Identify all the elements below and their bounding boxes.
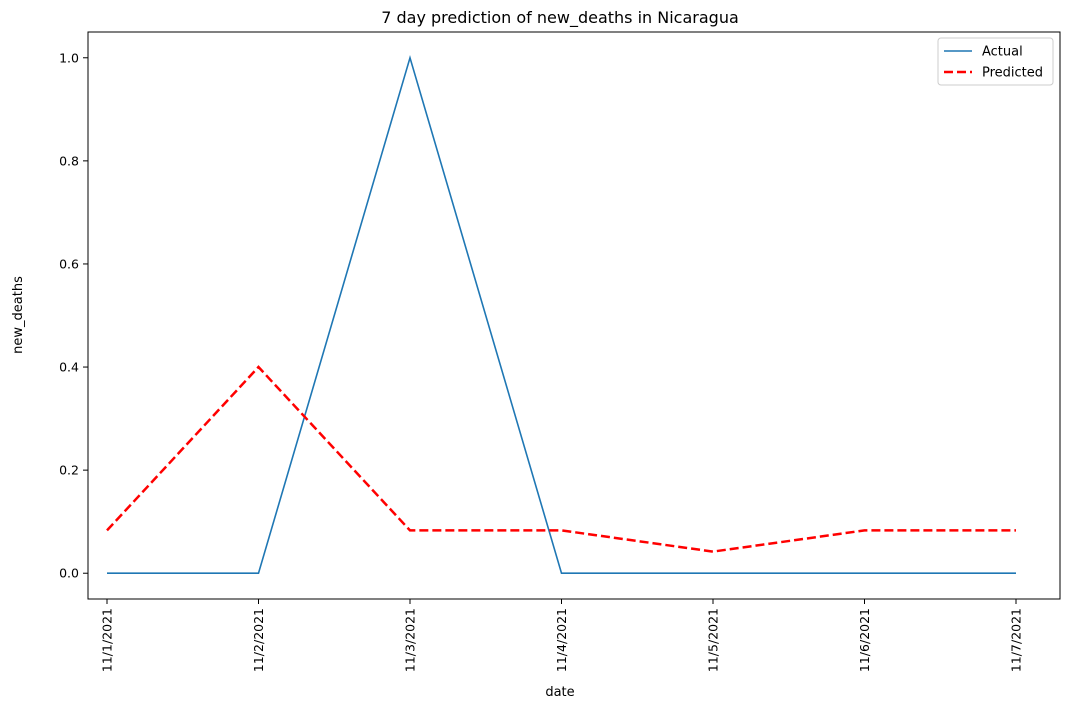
plot-area: 0.0 0.2 0.4 0.6 0.8 1.0 11/1/2021 11/2/2021 11/3… bbox=[59, 31, 1061, 672]
y-tick-label: 0.0 bbox=[59, 566, 79, 581]
legend-label-actual: Actual bbox=[982, 45, 1023, 60]
y-tick-label: 0.8 bbox=[59, 153, 79, 168]
y-tick-label: 0.6 bbox=[59, 256, 79, 271]
y-tick-label: 0.4 bbox=[59, 360, 79, 375]
legend-box bbox=[937, 37, 1054, 86]
x-axis-label: date bbox=[545, 685, 574, 700]
y-axis-label: new_deaths bbox=[11, 276, 26, 354]
x-tick-label: 11/7/2021 bbox=[1009, 608, 1024, 672]
x-tick-label: 11/6/2021 bbox=[857, 608, 872, 672]
series-line-predicted bbox=[106, 365, 1016, 553]
plot-frame bbox=[87, 31, 1061, 600]
x-tick-label: 11/2/2021 bbox=[251, 608, 266, 672]
chart-title: 7 day prediction of new_deaths in Nicara… bbox=[381, 8, 739, 28]
legend: Actual Predicted bbox=[937, 37, 1054, 86]
x-tick-label: 11/4/2021 bbox=[554, 608, 569, 672]
series-line-actual bbox=[107, 54, 1016, 575]
x-tick-label: 11/1/2021 bbox=[100, 608, 115, 672]
x-tick-label: 11/3/2021 bbox=[403, 608, 418, 672]
legend-label-predicted: Predicted bbox=[982, 66, 1043, 81]
y-tick-label: 0.2 bbox=[59, 463, 79, 478]
y-tick-label: 1.0 bbox=[59, 50, 79, 65]
x-tick-label: 11/5/2021 bbox=[706, 608, 721, 672]
